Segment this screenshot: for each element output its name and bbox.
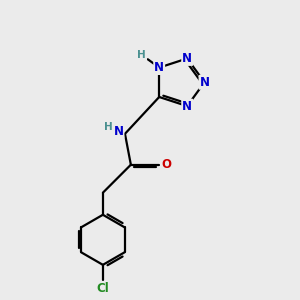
Text: H: H [137, 50, 146, 60]
Text: N: N [154, 61, 164, 74]
Text: H: H [104, 122, 113, 132]
Text: N: N [113, 125, 124, 138]
Text: O: O [161, 158, 171, 171]
Text: Cl: Cl [97, 282, 109, 295]
Text: N: N [200, 76, 209, 89]
Text: N: N [182, 100, 192, 112]
Text: N: N [182, 52, 192, 65]
